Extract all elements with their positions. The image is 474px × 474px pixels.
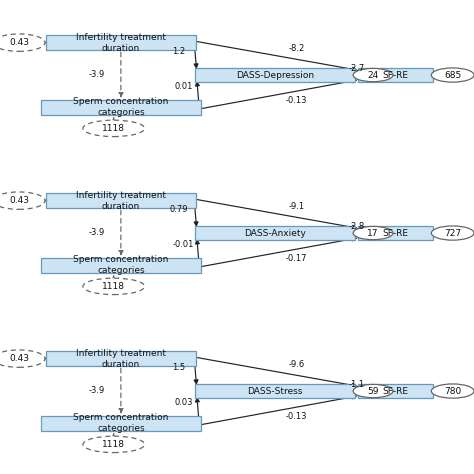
Text: Infertility treatment
duration: Infertility treatment duration <box>76 191 166 211</box>
Text: -0.17: -0.17 <box>285 254 307 263</box>
Text: 0.79: 0.79 <box>170 205 188 214</box>
Text: -0.13: -0.13 <box>285 96 307 105</box>
FancyBboxPatch shape <box>358 227 433 240</box>
FancyBboxPatch shape <box>41 100 201 115</box>
Text: Sperm concentration
categories: Sperm concentration categories <box>73 255 169 275</box>
Text: -2.8: -2.8 <box>348 222 365 231</box>
Text: DASS-Anxiety: DASS-Anxiety <box>244 228 306 237</box>
Text: 59: 59 <box>367 387 379 395</box>
Text: SF-RE: SF-RE <box>383 71 409 80</box>
Text: Sperm concentration
categories: Sperm concentration categories <box>73 97 169 118</box>
Text: -9.1: -9.1 <box>288 202 304 211</box>
Text: 0.01: 0.01 <box>174 82 193 91</box>
FancyBboxPatch shape <box>195 227 355 240</box>
Text: Infertility treatment
duration: Infertility treatment duration <box>76 348 166 369</box>
FancyBboxPatch shape <box>46 36 196 50</box>
FancyBboxPatch shape <box>195 384 355 398</box>
Text: 17: 17 <box>367 228 379 237</box>
FancyBboxPatch shape <box>195 68 355 82</box>
FancyBboxPatch shape <box>358 384 433 398</box>
FancyBboxPatch shape <box>358 68 433 82</box>
FancyBboxPatch shape <box>41 258 201 273</box>
Text: -1.1: -1.1 <box>348 380 365 389</box>
Ellipse shape <box>353 227 393 240</box>
Ellipse shape <box>0 192 45 210</box>
Text: -3.9: -3.9 <box>89 228 105 237</box>
Text: -3.9: -3.9 <box>89 386 105 395</box>
Text: 727: 727 <box>444 228 461 237</box>
Text: DASS-Stress: DASS-Stress <box>247 387 302 395</box>
Text: SF-RE: SF-RE <box>383 228 409 237</box>
FancyBboxPatch shape <box>46 193 196 208</box>
Text: -9.6: -9.6 <box>288 361 304 370</box>
Text: 780: 780 <box>444 387 461 395</box>
Ellipse shape <box>0 34 45 51</box>
Ellipse shape <box>0 350 45 367</box>
FancyBboxPatch shape <box>46 351 196 366</box>
Text: Infertility treatment
duration: Infertility treatment duration <box>76 33 166 53</box>
FancyBboxPatch shape <box>41 416 201 431</box>
Text: 1.5: 1.5 <box>173 364 185 373</box>
Text: 685: 685 <box>444 71 461 80</box>
Text: DASS-Depression: DASS-Depression <box>236 71 314 80</box>
Text: 24: 24 <box>367 71 379 80</box>
Text: -0.01: -0.01 <box>173 240 194 249</box>
Text: -8.2: -8.2 <box>288 45 304 54</box>
Text: 0.43: 0.43 <box>9 38 29 47</box>
Ellipse shape <box>83 278 145 294</box>
Text: Sperm concentration
categories: Sperm concentration categories <box>73 413 169 434</box>
Text: 1118: 1118 <box>102 440 125 449</box>
Ellipse shape <box>431 226 474 240</box>
Ellipse shape <box>83 120 145 137</box>
Text: 0.43: 0.43 <box>9 354 29 363</box>
Text: -2.7: -2.7 <box>348 64 365 73</box>
Ellipse shape <box>353 384 393 398</box>
Text: 1118: 1118 <box>102 124 125 133</box>
Text: 1118: 1118 <box>102 282 125 291</box>
Text: -3.9: -3.9 <box>89 70 105 79</box>
Ellipse shape <box>83 436 145 453</box>
Text: -0.13: -0.13 <box>285 412 307 421</box>
Text: 0.43: 0.43 <box>9 196 29 205</box>
Text: 0.03: 0.03 <box>174 398 193 407</box>
Ellipse shape <box>431 384 474 398</box>
Ellipse shape <box>353 68 393 82</box>
Text: SF-RE: SF-RE <box>383 387 409 395</box>
Text: 1.2: 1.2 <box>173 47 185 56</box>
Ellipse shape <box>431 68 474 82</box>
